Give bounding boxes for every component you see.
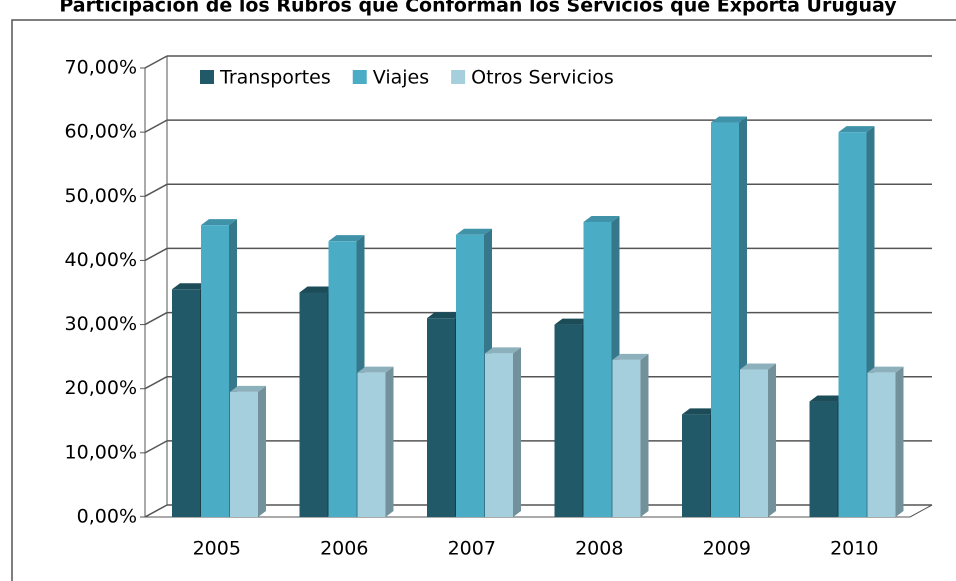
bar xyxy=(711,122,739,518)
bar-top xyxy=(682,408,718,415)
x-tick-label: 2007 xyxy=(448,538,496,560)
bar xyxy=(230,391,258,517)
bar xyxy=(867,372,896,517)
y-tick-label: 0,00% xyxy=(77,506,137,528)
grid-line-side xyxy=(144,440,168,454)
bar-side xyxy=(895,366,904,517)
bar xyxy=(485,353,513,517)
legend-label: Otros Servicios xyxy=(471,67,614,89)
legend-label: Transportes xyxy=(219,67,331,89)
bar xyxy=(554,324,583,517)
bar-top xyxy=(740,363,776,370)
bar-top xyxy=(299,286,336,293)
bar xyxy=(809,401,838,517)
y-tick-label: 30,00% xyxy=(65,313,137,335)
bar-top xyxy=(838,126,875,133)
legend-swatch xyxy=(352,70,367,84)
grid-line-side xyxy=(144,311,168,326)
grid-line-side xyxy=(144,119,168,133)
legend-swatch xyxy=(200,70,214,84)
bar-top xyxy=(201,219,237,226)
y-tick-label: 60,00% xyxy=(65,121,137,143)
bar-top xyxy=(554,318,591,325)
bar xyxy=(583,221,612,517)
grid-line-side xyxy=(144,376,168,390)
bar-top xyxy=(427,312,463,319)
bar-top xyxy=(867,366,904,373)
y-tick-label: 40,00% xyxy=(65,249,137,271)
bar-top xyxy=(711,116,747,123)
x-tick-label: 2010 xyxy=(830,538,878,560)
bar-top xyxy=(328,235,365,242)
y-tick-label: 70,00% xyxy=(65,57,137,79)
bar xyxy=(201,225,229,517)
bar-side xyxy=(640,353,649,517)
bar-top xyxy=(485,347,521,354)
bar xyxy=(299,292,328,517)
bar-side xyxy=(385,366,394,517)
bar-top xyxy=(357,366,394,373)
bar xyxy=(740,369,768,517)
legend-label: Viajes xyxy=(373,67,429,89)
x-tick-label: 2005 xyxy=(193,538,241,560)
grid-line-side xyxy=(144,183,168,197)
bar xyxy=(357,372,386,517)
bar xyxy=(427,318,455,517)
x-tick-label: 2008 xyxy=(575,538,623,560)
bar-top xyxy=(809,395,846,402)
bar-top xyxy=(612,353,649,360)
bar xyxy=(838,132,867,517)
y-tick-label: 50,00% xyxy=(65,185,137,207)
bar-top xyxy=(583,215,620,222)
bar-side xyxy=(768,363,776,517)
bar-side xyxy=(513,347,521,517)
y-tick-label: 10,00% xyxy=(65,441,137,463)
chart-title: Participación de los Rubros que Conforma… xyxy=(59,0,897,17)
legend-swatch xyxy=(451,70,466,84)
bar-top xyxy=(230,385,266,392)
bar xyxy=(456,234,484,517)
bar-side xyxy=(258,385,266,517)
y-tick-label: 20,00% xyxy=(65,377,137,399)
bar xyxy=(328,241,357,517)
x-tick-label: 2009 xyxy=(703,538,751,560)
bar-top xyxy=(172,283,208,290)
bar xyxy=(682,414,710,517)
grid-line-side xyxy=(144,247,168,262)
grid-line-side xyxy=(144,55,168,69)
bar xyxy=(172,289,200,517)
bar-top xyxy=(456,228,492,235)
bar xyxy=(612,359,641,517)
x-tick-label: 2006 xyxy=(320,538,368,560)
grid-line-side xyxy=(144,504,168,518)
